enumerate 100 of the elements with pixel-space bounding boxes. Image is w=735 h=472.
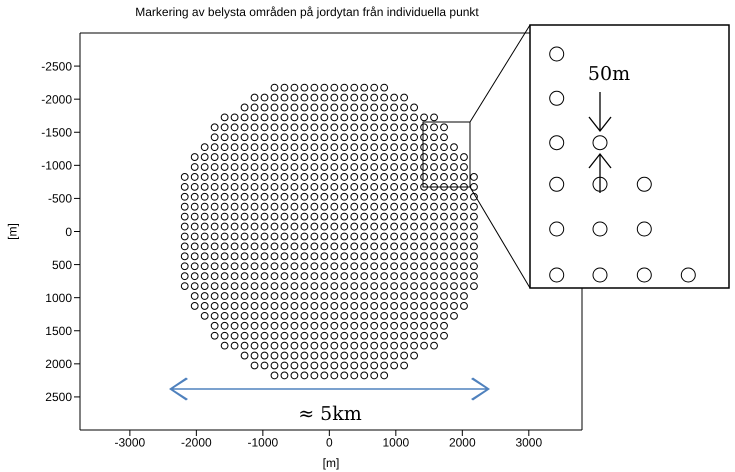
point — [300, 94, 308, 102]
y-tick-label: -2500 — [41, 59, 72, 74]
point — [420, 332, 428, 340]
point — [450, 302, 458, 310]
point — [200, 143, 209, 152]
point — [380, 153, 388, 161]
point — [400, 222, 408, 230]
point — [390, 153, 398, 161]
point — [250, 262, 258, 270]
point — [330, 292, 338, 300]
point — [390, 282, 398, 290]
point — [370, 302, 378, 310]
point — [220, 282, 229, 290]
point — [320, 292, 328, 300]
point — [200, 282, 209, 290]
point — [290, 133, 298, 142]
point — [410, 322, 418, 330]
point — [370, 282, 378, 290]
point — [420, 312, 428, 320]
point — [360, 242, 368, 250]
point — [340, 302, 348, 310]
point — [340, 94, 348, 102]
y-axis-title: [m] — [5, 223, 20, 240]
point — [300, 113, 308, 122]
point — [190, 252, 199, 260]
point — [260, 232, 268, 240]
point — [180, 242, 189, 250]
point — [200, 302, 209, 310]
point — [280, 143, 288, 152]
point — [250, 332, 258, 340]
point — [370, 322, 378, 330]
point — [220, 143, 229, 152]
point — [320, 143, 328, 152]
point — [360, 163, 368, 171]
point — [210, 242, 219, 250]
point — [360, 292, 368, 300]
point — [220, 192, 229, 201]
point — [340, 322, 348, 330]
point — [280, 123, 288, 132]
point — [390, 222, 398, 230]
point — [310, 94, 318, 102]
point — [240, 312, 248, 320]
point — [360, 94, 368, 102]
point — [360, 173, 368, 181]
point — [250, 292, 258, 300]
point — [380, 352, 388, 360]
point — [400, 262, 408, 270]
point — [310, 133, 318, 142]
point — [430, 292, 438, 300]
point — [270, 212, 278, 221]
point — [230, 272, 238, 280]
point — [190, 153, 199, 161]
point — [310, 262, 318, 270]
point — [280, 242, 288, 250]
point — [470, 262, 478, 270]
point — [360, 232, 368, 240]
point — [260, 262, 268, 270]
point — [420, 252, 428, 260]
point — [400, 123, 408, 132]
point — [230, 143, 238, 152]
point — [440, 123, 448, 132]
point — [360, 312, 368, 320]
point — [310, 372, 318, 380]
point — [440, 282, 448, 290]
point — [400, 252, 408, 260]
y-tick-label: 2500 — [45, 390, 72, 404]
point — [270, 202, 278, 211]
point — [320, 302, 328, 310]
point — [290, 242, 298, 250]
x-tick-label: 1000 — [382, 436, 410, 450]
point — [350, 143, 358, 152]
point — [330, 192, 338, 201]
point — [220, 153, 229, 161]
point — [190, 242, 199, 250]
point — [330, 372, 338, 380]
point — [450, 202, 458, 211]
point — [370, 133, 378, 142]
point — [260, 212, 268, 221]
point — [270, 242, 278, 250]
point — [370, 272, 378, 280]
point — [370, 202, 378, 211]
point — [350, 173, 358, 181]
point — [410, 192, 418, 201]
point — [320, 113, 328, 122]
point — [280, 173, 288, 181]
point — [380, 133, 388, 142]
point — [260, 192, 268, 201]
point — [460, 153, 468, 161]
point — [320, 282, 328, 290]
point — [280, 292, 288, 300]
point — [320, 123, 328, 132]
point — [260, 163, 268, 171]
point — [350, 133, 358, 142]
point — [400, 312, 408, 320]
point — [450, 262, 458, 270]
point — [240, 332, 248, 340]
point — [220, 222, 229, 230]
point — [240, 242, 248, 250]
point — [330, 143, 338, 152]
point — [340, 123, 348, 132]
